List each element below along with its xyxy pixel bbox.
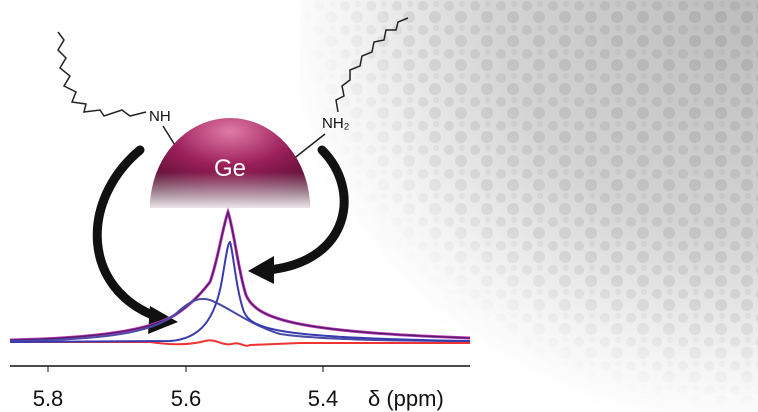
x-tick-label: 5.4 (308, 386, 339, 411)
figure: NH NH₂ Ge 5.8 5.6 5.4 δ (ppm) (0, 0, 758, 412)
amine-left-label: NH (149, 108, 171, 125)
x-axis-label: δ (ppm) (368, 386, 444, 411)
arrow-left (97, 150, 160, 318)
x-tick-label: 5.6 (171, 386, 202, 411)
arrow-right-head (248, 256, 274, 284)
ge-label: Ge (214, 155, 246, 182)
oleyl-chain-left (58, 32, 146, 116)
amine-right-label: NH₂ (322, 115, 350, 132)
tem-particles (300, 0, 758, 412)
x-tick-label: 5.8 (33, 386, 64, 411)
